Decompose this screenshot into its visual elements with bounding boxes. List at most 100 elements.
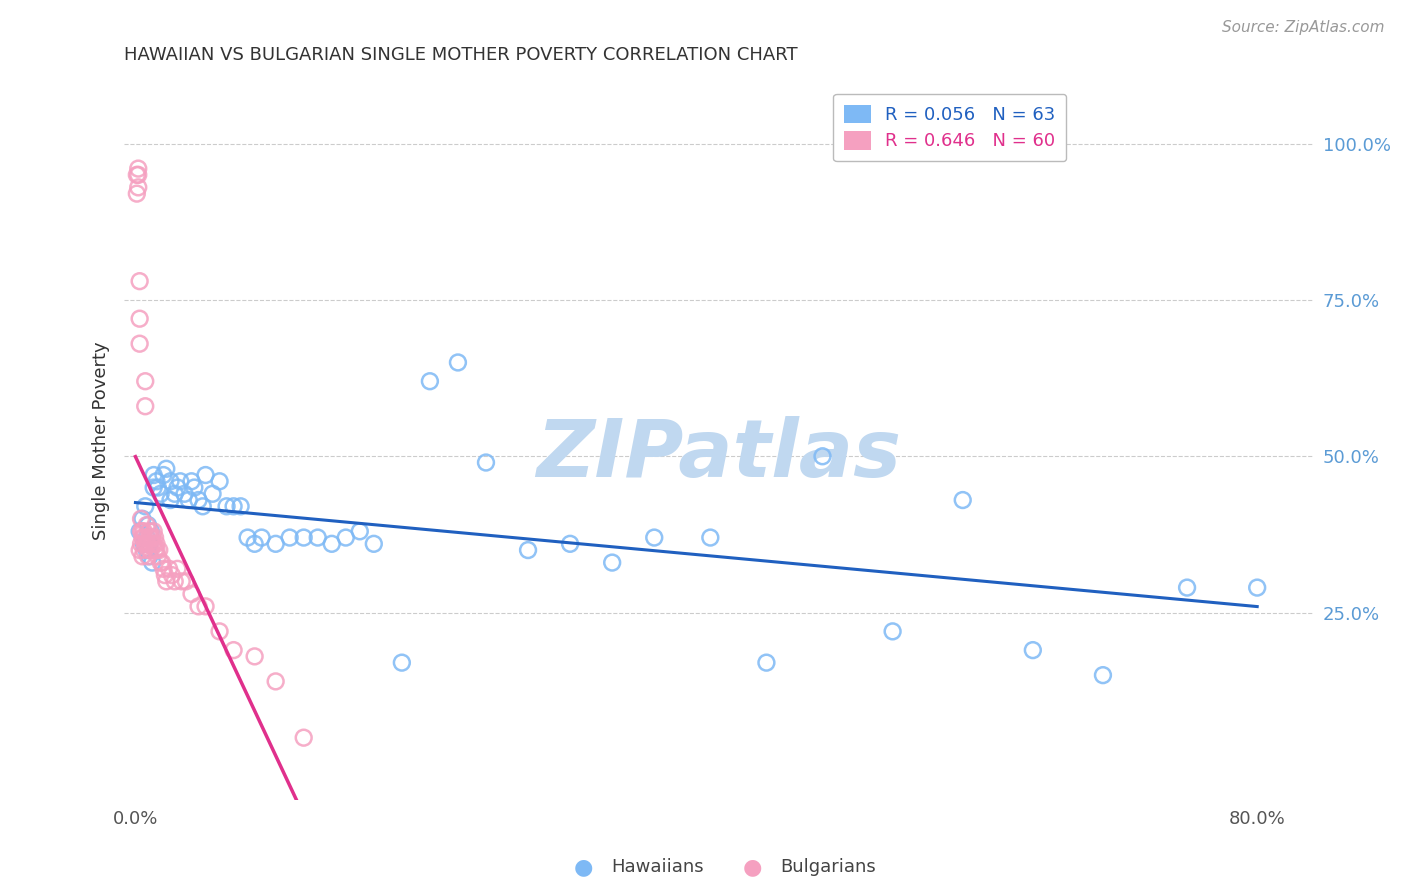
Point — [136, 518, 159, 533]
Point — [149, 487, 172, 501]
Point — [125, 186, 148, 201]
Point — [163, 574, 186, 589]
Point — [250, 531, 273, 545]
Point — [174, 574, 197, 589]
Point — [142, 537, 165, 551]
Point — [292, 531, 315, 545]
Point — [128, 311, 150, 326]
Legend: R = 0.056   N = 63, R = 0.646   N = 60: R = 0.056 N = 63, R = 0.646 N = 60 — [832, 94, 1066, 161]
Point — [755, 656, 778, 670]
Point — [132, 543, 155, 558]
Point — [138, 537, 160, 551]
Point — [132, 531, 155, 545]
Point — [349, 524, 371, 539]
Point — [141, 537, 163, 551]
Point — [699, 531, 721, 545]
Point — [129, 537, 152, 551]
Point — [447, 355, 470, 369]
Point — [155, 574, 177, 589]
Point — [187, 599, 209, 614]
Point — [135, 531, 157, 545]
Text: HAWAIIAN VS BULGARIAN SINGLE MOTHER POVERTY CORRELATION CHART: HAWAIIAN VS BULGARIAN SINGLE MOTHER POVE… — [124, 46, 797, 64]
Point — [264, 674, 287, 689]
Point — [952, 493, 974, 508]
Point — [142, 524, 165, 539]
Point — [138, 543, 160, 558]
Point — [173, 487, 195, 501]
Point — [155, 462, 177, 476]
Point — [191, 500, 214, 514]
Point — [215, 500, 238, 514]
Y-axis label: Single Mother Poverty: Single Mother Poverty — [93, 342, 110, 540]
Point — [145, 543, 167, 558]
Point — [135, 537, 157, 551]
Point — [152, 562, 174, 576]
Point — [882, 624, 904, 639]
Point — [135, 543, 157, 558]
Text: ●: ● — [574, 857, 593, 877]
Point — [170, 574, 193, 589]
Point — [152, 468, 174, 483]
Point — [153, 568, 176, 582]
Point — [134, 399, 156, 413]
Point — [143, 543, 166, 558]
Point — [243, 537, 266, 551]
Point — [141, 531, 163, 545]
Point — [177, 493, 200, 508]
Point — [229, 500, 252, 514]
Point — [145, 475, 167, 489]
Point — [1091, 668, 1114, 682]
Point — [145, 537, 167, 551]
Point — [135, 518, 157, 533]
Point — [157, 562, 180, 576]
Point — [160, 568, 183, 582]
Point — [264, 537, 287, 551]
Point — [128, 543, 150, 558]
Point — [600, 556, 623, 570]
Point — [134, 537, 156, 551]
Point — [222, 500, 245, 514]
Point — [141, 556, 163, 570]
Point — [127, 168, 149, 182]
Point — [131, 549, 153, 564]
Text: ●: ● — [742, 857, 762, 877]
Point — [1022, 643, 1045, 657]
Point — [321, 537, 343, 551]
Point — [811, 450, 834, 464]
Point — [134, 374, 156, 388]
Point — [132, 524, 155, 539]
Point — [149, 556, 172, 570]
Point — [278, 531, 301, 545]
Point — [183, 481, 205, 495]
Point — [142, 481, 165, 495]
Point — [163, 487, 186, 501]
Point — [138, 549, 160, 564]
Point — [180, 587, 202, 601]
Point — [194, 599, 217, 614]
Point — [208, 475, 231, 489]
Point — [159, 493, 181, 508]
Point — [136, 549, 159, 564]
Point — [143, 531, 166, 545]
Point — [128, 274, 150, 288]
Point — [148, 543, 170, 558]
Point — [391, 656, 413, 670]
Point — [136, 537, 159, 551]
Point — [292, 731, 315, 745]
Point — [643, 531, 665, 545]
Point — [146, 481, 169, 495]
Point — [1175, 581, 1198, 595]
Point — [363, 537, 385, 551]
Text: Source: ZipAtlas.com: Source: ZipAtlas.com — [1222, 20, 1385, 35]
Point — [128, 524, 150, 539]
Point — [128, 336, 150, 351]
Point — [236, 531, 259, 545]
Point — [335, 531, 357, 545]
Point — [132, 537, 155, 551]
Point — [139, 531, 162, 545]
Text: Hawaiians: Hawaiians — [612, 858, 704, 876]
Point — [307, 531, 329, 545]
Point — [142, 468, 165, 483]
Point — [135, 531, 157, 545]
Point — [208, 624, 231, 639]
